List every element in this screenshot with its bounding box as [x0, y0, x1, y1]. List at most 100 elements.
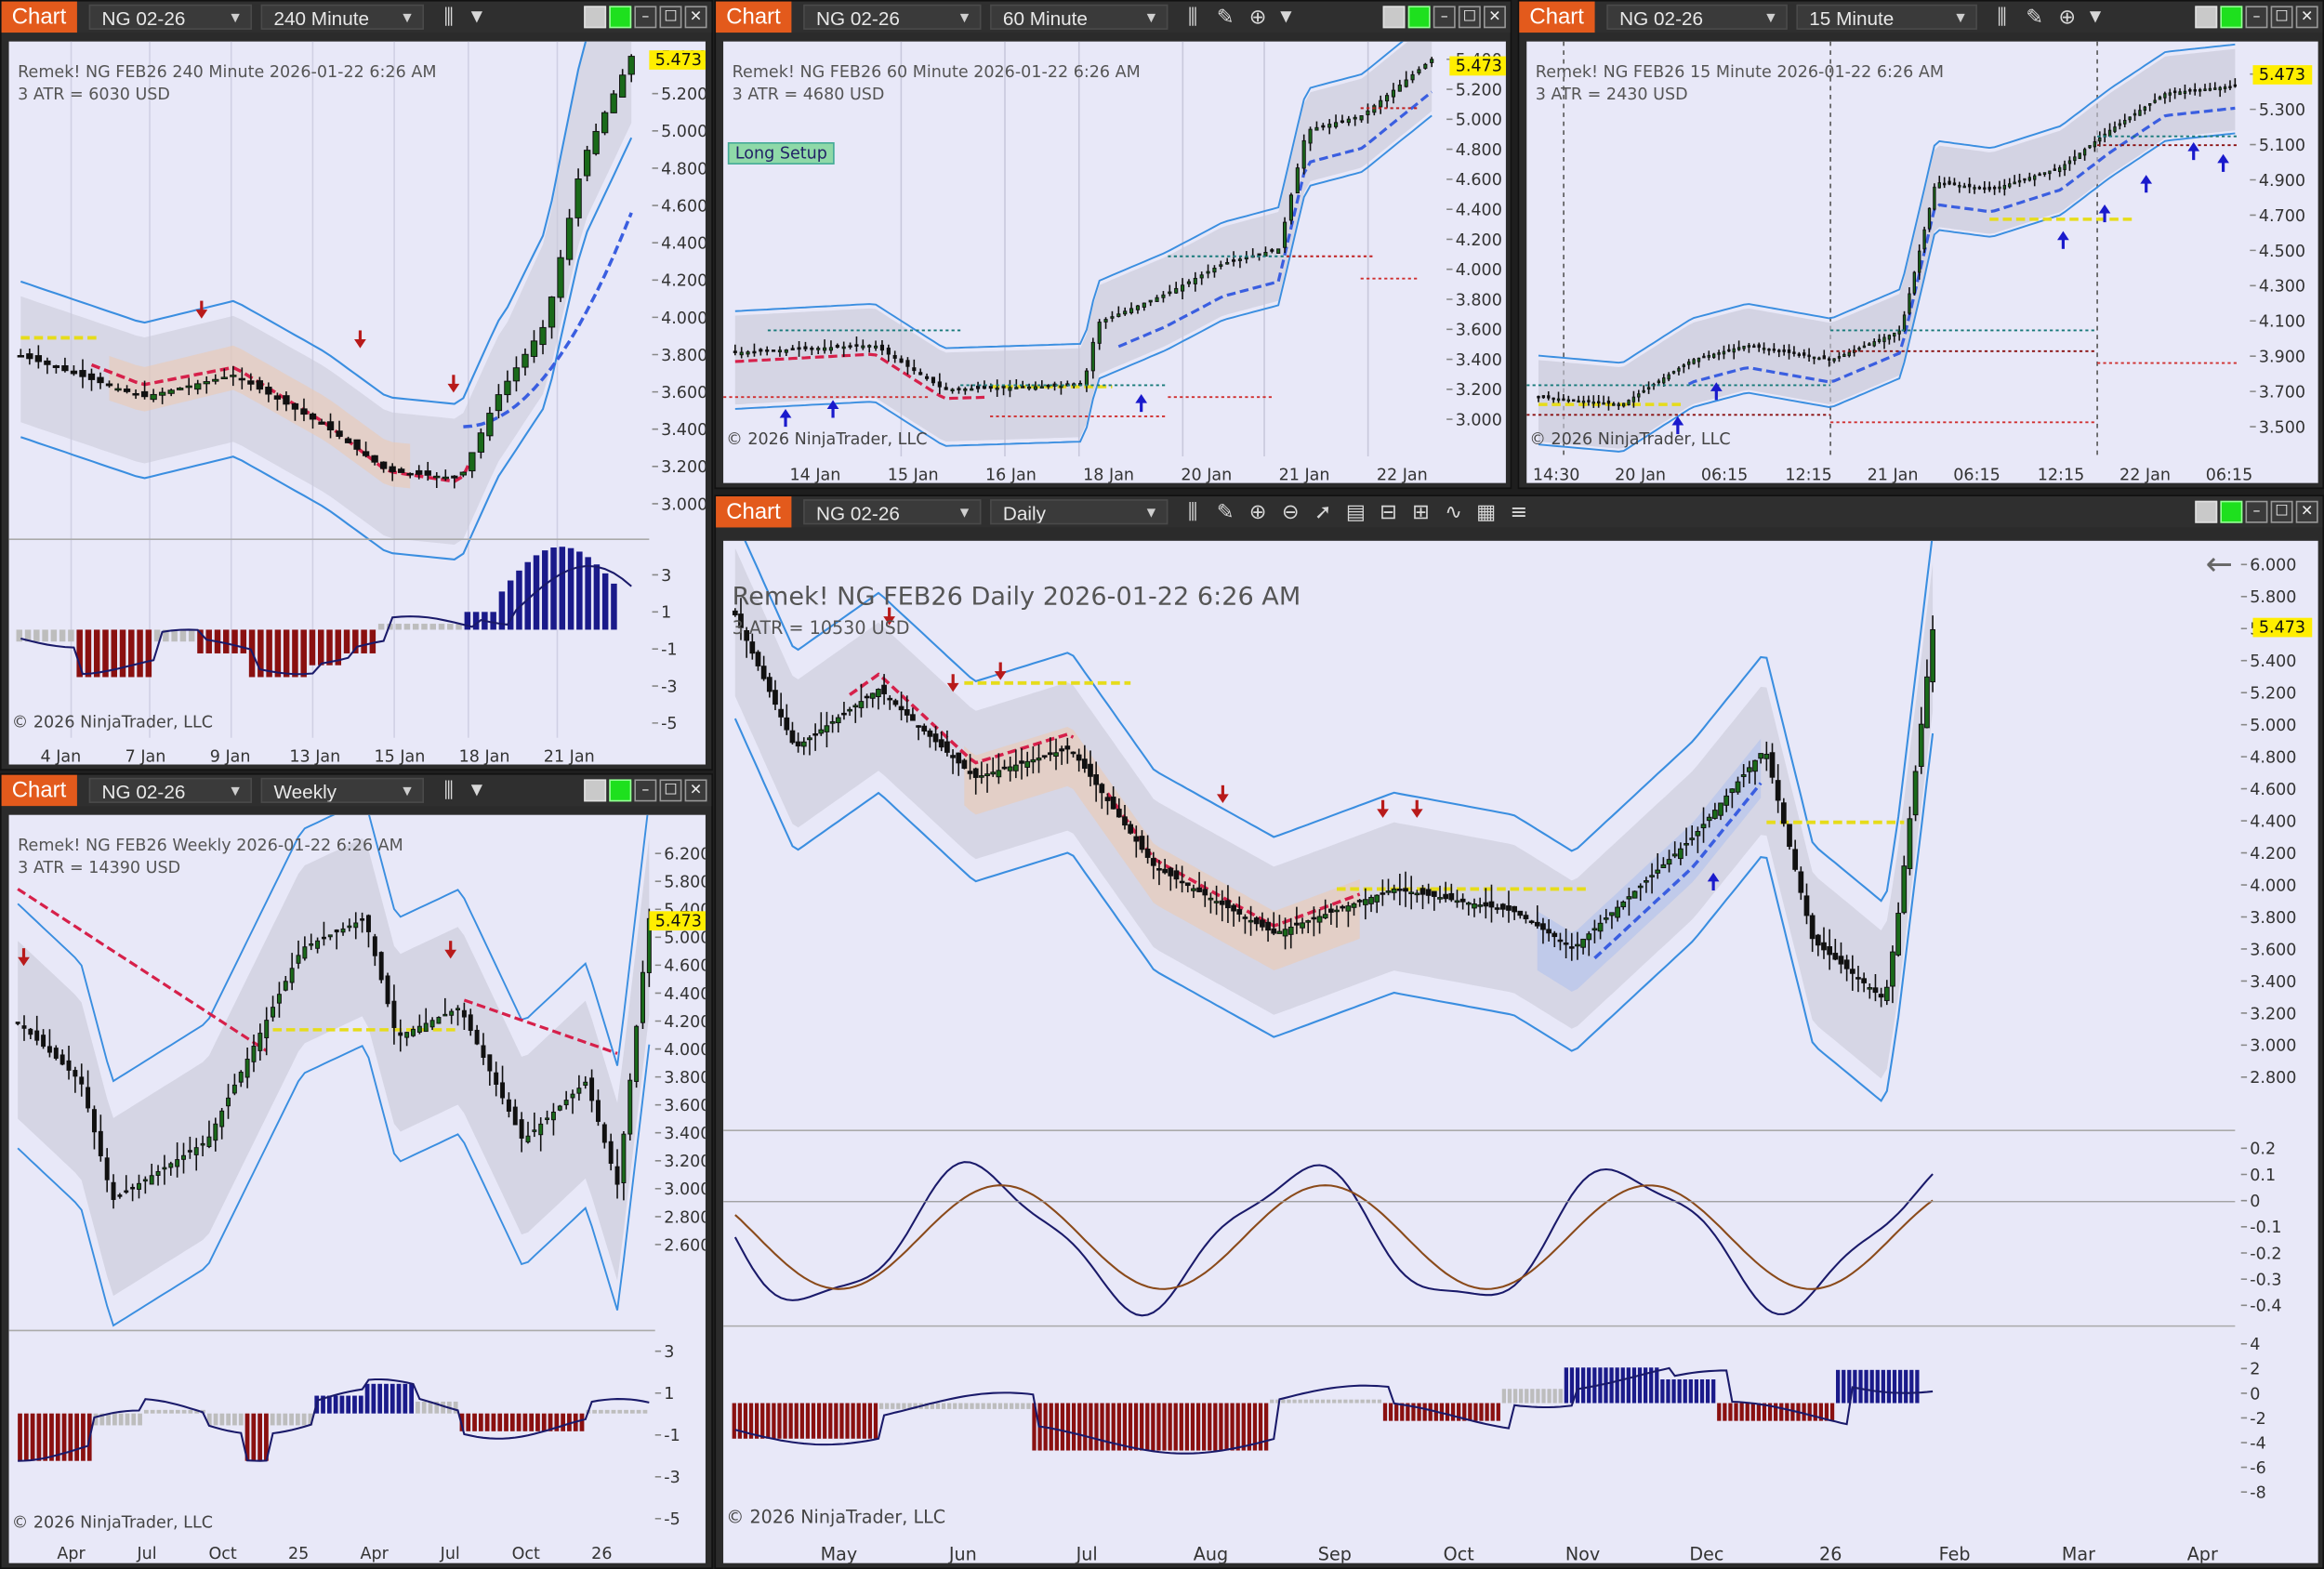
instrument-select[interactable]: NG 02-26 ▼	[802, 499, 981, 525]
maximize-button[interactable]: ☐	[2270, 500, 2293, 523]
histogram-bar	[1349, 1399, 1353, 1404]
histogram-bar	[466, 1413, 471, 1431]
histogram-bar	[794, 1403, 799, 1439]
maximize-button[interactable]: ☐	[659, 6, 682, 29]
atr-text: 3 ATR = 4680 USD	[732, 84, 885, 104]
histogram-bar	[181, 1409, 187, 1414]
data-box-icon[interactable]: ⊞	[1412, 499, 1430, 524]
zoom-in-icon[interactable]: ⊕	[1248, 5, 1267, 30]
instrument-select[interactable]: NG 02-26 ▼	[88, 4, 252, 30]
list-icon[interactable]: ≡	[1510, 499, 1528, 524]
histogram-bar	[1354, 1399, 1359, 1404]
candle-body	[244, 1058, 250, 1078]
candle-body	[1872, 341, 1876, 347]
link-color-button[interactable]	[1382, 6, 1406, 29]
chart-plot-area[interactable]: 5.4005.2005.0004.8004.6004.4004.2004.000…	[723, 41, 1506, 483]
calculator-icon[interactable]: ▦	[1476, 499, 1497, 524]
histogram-bar	[1015, 1403, 1020, 1409]
chart-plot-area[interactable]: 6.0005.8005.6005.4005.2005.0004.8004.600…	[723, 540, 2318, 1563]
candle-body	[927, 730, 933, 737]
chart-plot-area[interactable]: 5.4005.2005.0004.8004.6004.4004.2004.000…	[8, 41, 706, 765]
window-toolbar: Chart NG 02-26 ▼ Weekly ▼ ⫼ ▼ – ☐ ✕	[1, 774, 712, 807]
chart-brand-tab[interactable]: Chart	[1, 1, 77, 33]
histogram-bar	[1219, 1403, 1223, 1451]
candle-body	[1882, 336, 1886, 343]
histogram-bar	[68, 1413, 73, 1461]
minimize-button[interactable]: –	[2245, 6, 2268, 29]
link-status-button[interactable]	[2220, 500, 2243, 523]
chart-bars-icon[interactable]: ⫼	[1187, 5, 1198, 30]
y-tick-label: 4.600	[2250, 781, 2296, 799]
chart-bars-icon[interactable]: ⫼	[443, 5, 454, 30]
minimize-button[interactable]: –	[2245, 500, 2268, 523]
chart-plot-area[interactable]: 5.5005.3005.1004.9004.7004.5004.3004.100…	[1526, 41, 2318, 483]
template-icon[interactable]: ⊟	[1380, 499, 1397, 524]
y-tick-label: 4.000	[1456, 261, 1502, 280]
zoom-in-icon[interactable]: ⊕	[1248, 499, 1267, 524]
strategy-icon[interactable]: ∿	[1445, 499, 1462, 524]
link-status-button[interactable]	[609, 6, 632, 29]
properties-icon[interactable]: ▤	[1345, 499, 1366, 524]
cursor-icon[interactable]: ➚	[1314, 499, 1332, 524]
buy-arrow	[1135, 394, 1148, 403]
volatility-band	[734, 41, 1433, 442]
chevron-down-icon[interactable]: ▼	[470, 782, 483, 799]
y-tick-label: 3.900	[2259, 349, 2305, 367]
x-tick-label: Oct	[512, 1545, 540, 1563]
chart-brand-tab[interactable]: Chart	[1519, 1, 1595, 33]
link-color-button[interactable]	[2195, 6, 2218, 29]
histogram-bar	[1525, 1389, 1529, 1404]
instrument-select[interactable]: NG 02-26 ▼	[1605, 4, 1788, 30]
candle-body	[1110, 316, 1115, 319]
histogram-bar	[434, 1401, 440, 1414]
chart-brand-tab[interactable]: Chart	[716, 495, 791, 528]
instrument-select[interactable]: NG 02-26 ▼	[802, 4, 981, 30]
pencil-icon[interactable]: ✎	[1216, 5, 1235, 30]
close-button[interactable]: ✕	[684, 779, 707, 802]
minimize-button[interactable]: –	[1433, 6, 1456, 29]
chart-bars-icon[interactable]: ⫼	[1187, 499, 1198, 524]
link-color-button[interactable]	[584, 779, 607, 802]
chevron-down-icon[interactable]: ▼	[470, 8, 483, 26]
chevron-down-icon[interactable]: ▼	[1280, 8, 1292, 26]
candle-body	[1328, 908, 1334, 913]
back-arrow-icon[interactable]: ←	[2205, 547, 2233, 585]
timeframe-select[interactable]: Weekly ▼	[260, 777, 424, 803]
close-button[interactable]: ✕	[684, 6, 707, 29]
pencil-icon[interactable]: ✎	[1216, 499, 1235, 524]
maximize-button[interactable]: ☐	[659, 779, 682, 802]
link-color-button[interactable]	[2195, 500, 2218, 523]
timeframe-select[interactable]: 240 Minute ▼	[260, 4, 424, 30]
close-button[interactable]: ✕	[2295, 500, 2318, 523]
histogram-bar	[1252, 1403, 1258, 1451]
link-status-button[interactable]	[1407, 6, 1431, 29]
chart-bars-icon[interactable]: ⫼	[443, 778, 454, 803]
chart-brand-tab[interactable]: Chart	[1, 774, 77, 807]
candle-body	[1897, 330, 1901, 335]
pencil-icon[interactable]: ✎	[2026, 5, 2043, 30]
instrument-select[interactable]: NG 02-26 ▼	[88, 777, 252, 803]
minimize-button[interactable]: –	[634, 779, 657, 802]
close-button[interactable]: ✕	[2295, 6, 2318, 29]
candle-body	[1867, 987, 1873, 990]
timeframe-select[interactable]: Daily ▼	[989, 499, 1168, 525]
close-button[interactable]: ✕	[1483, 6, 1506, 29]
link-status-button[interactable]	[2220, 6, 2243, 29]
candle-body	[1059, 385, 1063, 389]
link-status-button[interactable]	[609, 779, 632, 802]
chart-brand-tab[interactable]: Chart	[716, 1, 791, 33]
maximize-button[interactable]: ☐	[2270, 6, 2293, 29]
chart-bars-icon[interactable]: ⫼	[1997, 5, 2007, 30]
chevron-down-icon[interactable]: ▼	[2089, 8, 2102, 26]
zoom-out-icon[interactable]: ⊖	[1281, 499, 1300, 524]
chart-plot-area[interactable]: 6.2005.8005.4005.0004.6004.4004.2004.000…	[8, 814, 706, 1563]
maximize-button[interactable]: ☐	[1458, 6, 1481, 29]
y-tick-label: 3.400	[2250, 973, 2296, 992]
timeframe-select[interactable]: 60 Minute ▼	[989, 4, 1168, 30]
candle-body	[1356, 900, 1363, 903]
zoom-in-icon[interactable]: ⊕	[2058, 5, 2077, 30]
minimize-button[interactable]: –	[634, 6, 657, 29]
timeframe-select[interactable]: 15 Minute ▼	[1795, 4, 1977, 30]
candle-body	[238, 1071, 244, 1083]
link-color-button[interactable]	[584, 6, 607, 29]
